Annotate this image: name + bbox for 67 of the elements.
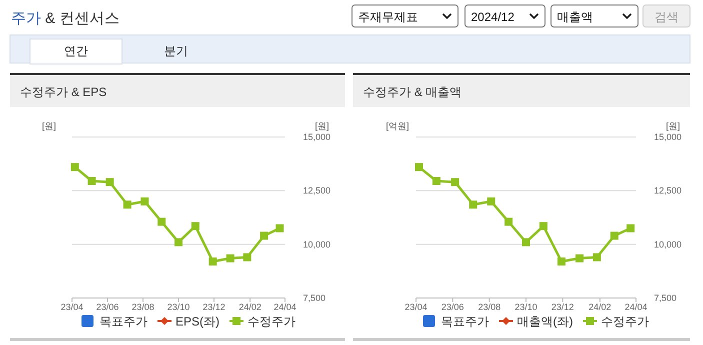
text: 연간 xyxy=(64,44,88,58)
point xyxy=(592,253,601,262)
point xyxy=(88,177,96,186)
point xyxy=(487,197,496,206)
legend-label: EPS(좌) xyxy=(175,314,220,328)
x-tick-label: 23/10 xyxy=(514,302,538,312)
x-tick-label: 23/04 xyxy=(404,302,428,312)
y2-axis-title: [원] xyxy=(666,121,680,131)
point xyxy=(276,224,284,232)
x-tick-label: 23/08 xyxy=(132,302,154,312)
point xyxy=(504,218,513,226)
point xyxy=(158,218,166,226)
text: 분기 xyxy=(164,44,188,58)
x-tick-label: 23/12 xyxy=(551,302,574,312)
y2-tick-label: 12,500 xyxy=(654,186,682,196)
y2-tick-label: 15,000 xyxy=(303,132,331,142)
legend-label: 목표주가 xyxy=(441,314,489,328)
y2-tick-label: 12,500 xyxy=(303,186,331,196)
legend-label: 수정주가 xyxy=(248,314,296,328)
text: 매출액 xyxy=(557,10,593,24)
point xyxy=(191,222,200,230)
point xyxy=(70,163,79,172)
x-tick-label: 24/04 xyxy=(274,302,296,312)
y2-tick-label: 7,500 xyxy=(303,293,326,303)
point xyxy=(123,200,132,209)
x-tick-label: 23/06 xyxy=(441,302,464,312)
y2-tick-label: 10,000 xyxy=(654,239,682,250)
y2-tick-label: 7,500 xyxy=(654,293,677,303)
point xyxy=(140,197,149,206)
y2-axis-title: [원] xyxy=(315,121,330,131)
x-tick-label: 23/10 xyxy=(167,302,190,312)
x-tick-label: 24/02 xyxy=(238,302,262,312)
y-axis-title: [원] xyxy=(42,121,56,131)
text: 주재무제표 xyxy=(358,10,418,24)
point xyxy=(174,238,182,246)
legend-label: 목표주가 xyxy=(99,314,148,328)
point xyxy=(575,254,584,262)
chart-title: 수정주가 & 매출액 xyxy=(363,85,462,99)
point xyxy=(226,254,234,262)
point xyxy=(451,178,460,186)
point xyxy=(626,224,635,232)
x-tick-label: 23/06 xyxy=(96,302,119,312)
x-tick-label: 24/02 xyxy=(588,302,612,312)
point xyxy=(432,177,440,186)
point xyxy=(539,222,548,230)
x-tick-label: 23/12 xyxy=(202,302,226,312)
x-tick-label: 23/04 xyxy=(60,302,84,312)
legend-label: 매출액(좌) xyxy=(517,314,573,328)
point xyxy=(208,258,217,266)
text: 검색 xyxy=(654,10,678,24)
text: 2024/12 xyxy=(471,10,515,24)
y2-tick-label: 15,000 xyxy=(654,132,682,142)
chart-title: 수정주가 & EPS xyxy=(20,85,107,99)
point xyxy=(415,163,424,172)
point xyxy=(260,232,268,240)
x-tick-label: 23/08 xyxy=(478,302,501,312)
point xyxy=(610,232,618,240)
point xyxy=(522,238,530,246)
x-tick-label: 24/04 xyxy=(624,302,648,312)
legend-label: 수정주가 xyxy=(601,314,649,328)
point xyxy=(557,258,566,266)
y2-tick-label: 10,000 xyxy=(303,239,331,250)
y-axis-title: [억원] xyxy=(386,121,410,131)
point xyxy=(469,200,478,209)
point xyxy=(243,253,252,262)
text: 주가 & 컨센서스 xyxy=(11,10,120,27)
point xyxy=(106,178,114,186)
